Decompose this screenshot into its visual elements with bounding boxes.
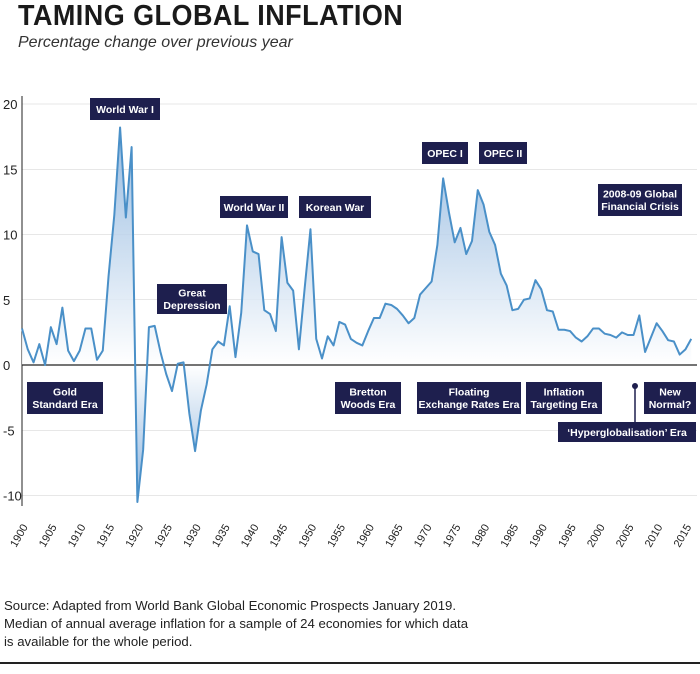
era-label-4-text: New	[659, 387, 681, 399]
y-tick-label: 20	[3, 97, 17, 112]
source-line: Median of annual average inflation for a…	[4, 616, 469, 631]
bottom-rule	[0, 662, 700, 664]
annotation-6-box	[598, 184, 682, 216]
era-label-1-text: Woods Era	[341, 399, 396, 411]
era-label-5: ‘Hyperglobalisation’ Era	[558, 422, 696, 442]
x-tick-label: 1905	[37, 522, 60, 549]
x-tick-label: 1970	[412, 522, 435, 549]
x-tick-label: 1955	[326, 522, 349, 549]
y-tick-label: -5	[3, 423, 15, 438]
era-label-0-text: Gold	[53, 387, 77, 399]
annotation-2-text: World War II	[224, 202, 285, 214]
x-tick-label: 1925	[152, 522, 175, 549]
annotation-1-text: Great	[178, 288, 206, 300]
x-tick-label: 1900	[8, 522, 31, 549]
x-tick-label: 1980	[470, 522, 493, 549]
source-line: is available for the whole period.	[4, 634, 193, 649]
era-label-0-text: Standard Era	[32, 399, 98, 411]
chart-title: TAMING GLOBAL INFLATION	[18, 0, 404, 32]
x-tick-label: 1940	[239, 522, 262, 549]
chart-subtitle: Percentage change over previous year	[18, 34, 293, 51]
annotation-4-box	[422, 142, 468, 164]
era-label-5-box	[558, 422, 696, 442]
annotation-6-text: 2008-09 Global	[603, 189, 677, 201]
era-label-2-text: Exchange Rates Era	[419, 399, 520, 411]
area-fill-positive	[22, 127, 692, 365]
series-line	[21, 126, 693, 504]
era-label-2-text: Floating	[449, 387, 490, 399]
era-label-0-box	[27, 382, 103, 414]
area-fill-negative	[22, 365, 692, 503]
x-tick-label: 1990	[527, 522, 550, 549]
x-tick-label: 1995	[556, 522, 579, 549]
era-marker-dot	[632, 383, 638, 389]
x-tick-label: 1920	[124, 522, 147, 549]
annotation-1-box	[157, 284, 227, 314]
annotation-0: World War I	[90, 98, 160, 120]
x-tick-label: 1915	[95, 522, 118, 549]
x-tick-label: 1975	[441, 522, 464, 549]
x-tick-label: 2015	[672, 522, 695, 549]
annotation-1-text: Depression	[163, 300, 220, 312]
annotation-0-text: World War I	[96, 104, 154, 116]
era-label-1-text: Bretton	[349, 387, 386, 399]
era-label-4-text: Normal?	[649, 399, 692, 411]
x-tick-label: 1965	[383, 522, 406, 549]
annotation-4-text: OPEC I	[427, 148, 463, 160]
source-note: Source: Adapted from World Bank Global E…	[4, 597, 564, 651]
era-label-4-box	[644, 382, 696, 414]
era-label-1-box	[335, 382, 401, 414]
annotation-3-text: Korean War	[306, 202, 365, 214]
annotation-2: World War II	[220, 196, 288, 218]
x-tick-label: 1985	[499, 522, 522, 549]
x-tick-label: 2005	[614, 522, 637, 549]
y-tick-label: -10	[3, 489, 22, 504]
annotation-5: OPEC II	[479, 142, 527, 164]
annotation-3-box	[299, 196, 371, 218]
x-tick-label: 1935	[210, 522, 233, 549]
y-tick-label: 15	[3, 162, 17, 177]
annotation-4: OPEC I	[422, 142, 468, 164]
era-label-3-text: Inflation	[544, 387, 585, 399]
annotation-5-text: OPEC II	[484, 148, 523, 160]
annotation-3: Korean War	[299, 196, 371, 218]
annotation-2-box	[220, 196, 288, 218]
era-label-3-text: Targeting Era	[531, 399, 598, 411]
x-tick-label: 1960	[354, 522, 377, 549]
y-tick-label: 10	[3, 228, 17, 243]
era-label-3-box	[526, 382, 602, 414]
x-tick-label: 2010	[643, 522, 666, 549]
era-label-5-text: ‘Hyperglobalisation’ Era	[567, 427, 687, 439]
x-tick-label: 1950	[297, 522, 320, 549]
y-tick-label: 5	[3, 293, 10, 308]
y-tick-label: 0	[3, 358, 10, 373]
x-tick-label: 1930	[181, 522, 204, 549]
x-tick-label: 1945	[268, 522, 291, 549]
source-line: Source: Adapted from World Bank Global E…	[4, 598, 457, 613]
era-label-2-box	[417, 382, 521, 414]
annotation-6-text: Financial Crisis	[601, 201, 679, 213]
x-tick-label: 2000	[585, 522, 608, 549]
x-tick-label: 1910	[66, 522, 89, 549]
annotation-0-box	[90, 98, 160, 120]
annotation-5-box	[479, 142, 527, 164]
